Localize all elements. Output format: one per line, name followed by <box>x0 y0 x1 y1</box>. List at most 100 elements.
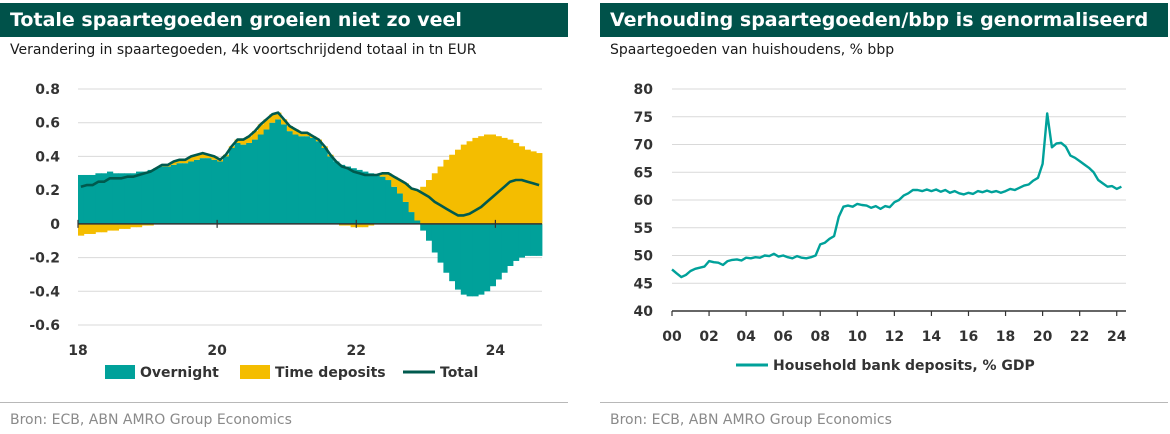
time-deposits-bar <box>339 223 346 226</box>
x-tick-label: 16 <box>959 329 978 345</box>
x-tick-label: 06 <box>773 329 792 345</box>
time-deposits-bar <box>455 149 462 224</box>
overnight-bar <box>536 223 543 256</box>
overnight-bar <box>518 223 525 258</box>
legend-label-total: Total <box>440 365 478 381</box>
overnight-bar <box>263 129 270 224</box>
x-tick-label: 18 <box>68 343 87 359</box>
x-tick-label: 00 <box>662 329 682 345</box>
time-deposits-bar <box>292 129 299 135</box>
time-deposits-bar <box>147 223 154 226</box>
left-source: Bron: ECB, ABN AMRO Group Economics <box>10 412 292 428</box>
time-deposits-bar <box>518 146 525 224</box>
time-deposits-bar <box>368 223 375 226</box>
legend-label-household: Household bank deposits, % GDP <box>773 358 1035 374</box>
time-deposits-bar <box>205 154 212 159</box>
time-deposits-bar <box>426 180 433 224</box>
left-source-divider <box>0 402 568 403</box>
overnight-bar <box>240 144 247 224</box>
time-deposits-bar <box>397 180 404 194</box>
overnight-bar <box>402 201 409 224</box>
overnight-bar <box>141 171 148 224</box>
time-deposits-bar <box>286 126 293 132</box>
overnight-bar <box>466 223 473 297</box>
overnight-bar <box>495 223 502 280</box>
time-deposits-bar <box>344 223 351 226</box>
time-deposits-bar <box>391 176 398 187</box>
time-deposits-bar <box>176 159 183 164</box>
legend-swatch-overnight <box>105 365 135 379</box>
overnight-bar <box>304 136 311 224</box>
time-deposits-bar <box>501 137 508 224</box>
time-deposits-bar <box>536 153 543 224</box>
overnight-bar <box>269 122 276 224</box>
y-tick-label: 50 <box>634 249 654 265</box>
time-deposits-bar <box>513 142 520 224</box>
overnight-bar <box>147 169 154 224</box>
y-tick-label: 0 <box>50 217 60 233</box>
time-deposits-bar <box>170 161 177 165</box>
overnight-bar <box>460 223 467 295</box>
y-tick-label: -0.6 <box>29 318 60 334</box>
right-chart: 80 75 70 65 60 55 50 45 40 00 02 04 06 08 10 12 14 16 18 20… <box>634 82 1127 374</box>
time-deposits-bar <box>252 131 259 140</box>
time-deposits-bar <box>141 223 148 226</box>
right-chart-title: Verhouding spaartegoeden/bbp is genormal… <box>600 3 1168 37</box>
x-tick-label: 20 <box>207 343 227 359</box>
y-tick-label: 80 <box>634 82 654 98</box>
x-tick-label: 20 <box>1033 329 1053 345</box>
legend-swatch-time-deposits <box>240 365 270 379</box>
time-deposits-bar <box>420 186 427 224</box>
overnight-bar <box>298 136 305 224</box>
time-deposits-bar <box>136 223 143 228</box>
overnight-bar <box>228 148 235 224</box>
overnight-bar <box>315 141 322 224</box>
time-deposits-bar <box>495 136 502 224</box>
time-deposits-bar <box>298 132 305 137</box>
time-deposits-bar <box>443 159 450 224</box>
y-tick-label: 0.6 <box>35 116 60 132</box>
time-deposits-bar <box>362 223 369 228</box>
y-tick-label: -0.2 <box>29 251 60 267</box>
overnight-bar <box>408 212 415 224</box>
overnight-bar <box>165 166 172 224</box>
x-tick-label: 12 <box>885 329 904 345</box>
overnight-bar <box>170 164 177 224</box>
time-deposits-bar <box>304 132 311 137</box>
overnight-bar <box>217 161 224 224</box>
right-chart-subtitle: Spaartegoeden van huishoudens, % bbp <box>610 42 895 58</box>
overnight-bar <box>246 142 253 224</box>
x-tick-label: 24 <box>486 343 506 359</box>
time-deposits-bar <box>466 141 473 224</box>
overnight-bar <box>443 223 450 273</box>
time-deposits-bar <box>281 119 288 125</box>
x-tick-label: 10 <box>848 329 868 345</box>
overnight-bar <box>379 176 386 224</box>
time-deposits-bar <box>194 154 201 160</box>
overnight-bar <box>391 186 398 224</box>
x-tick-label: 02 <box>699 329 718 345</box>
time-deposits-bar <box>112 223 119 231</box>
time-deposits-bar <box>275 112 282 120</box>
overnight-bar <box>327 156 334 224</box>
time-deposits-bar <box>246 136 253 143</box>
time-deposits-bar <box>414 190 421 221</box>
overnight-bar <box>83 174 90 224</box>
time-deposits-bar <box>269 114 276 123</box>
overnight-bar <box>344 166 351 224</box>
overnight-bar <box>373 174 380 224</box>
left-panel: Totale spaartegoeden groeien niet zo vee… <box>0 0 570 434</box>
overnight-bar <box>414 220 421 224</box>
overnight-bar <box>211 159 218 224</box>
overnight-bar <box>339 164 346 224</box>
overnight-bar <box>78 174 85 224</box>
y-tick-label: 40 <box>634 304 654 320</box>
time-deposits-bar <box>211 156 218 160</box>
overnight-bar <box>397 193 404 224</box>
overnight-bar <box>507 223 514 266</box>
overnight-bar <box>205 158 212 224</box>
time-deposits-bar <box>130 223 137 228</box>
time-deposits-bar <box>83 223 90 234</box>
overnight-bar <box>362 171 369 224</box>
overnight-bar <box>310 137 317 224</box>
